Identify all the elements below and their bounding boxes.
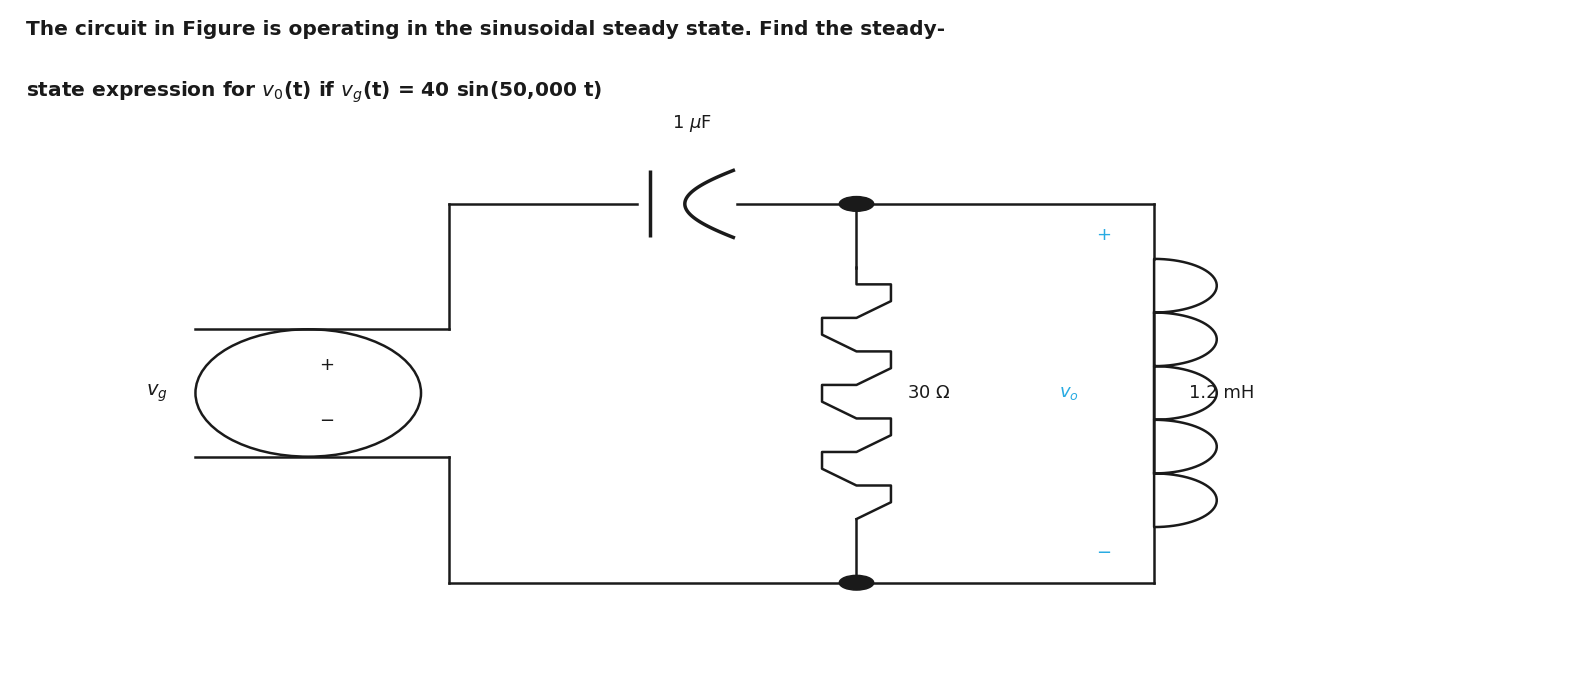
Circle shape xyxy=(839,197,874,212)
Text: $v_o$: $v_o$ xyxy=(1060,384,1078,402)
Text: $v_g$: $v_g$ xyxy=(146,382,167,404)
Text: −: − xyxy=(1096,544,1111,562)
Circle shape xyxy=(839,575,874,590)
Text: The circuit in Figure is operating in the sinusoidal steady state. Find the stea: The circuit in Figure is operating in th… xyxy=(27,20,945,39)
Text: −: − xyxy=(319,412,335,430)
Text: 1.2 mH: 1.2 mH xyxy=(1188,384,1254,402)
Text: 30 $\Omega$: 30 $\Omega$ xyxy=(907,385,949,402)
Text: 1 $\mu$F: 1 $\mu$F xyxy=(673,112,712,134)
Text: +: + xyxy=(319,356,335,374)
Text: +: + xyxy=(1097,226,1111,245)
Text: state expression for $v_0$(t) if $v_g$(t) = 40 sin(50,000 t): state expression for $v_0$(t) if $v_g$(t… xyxy=(27,80,602,105)
